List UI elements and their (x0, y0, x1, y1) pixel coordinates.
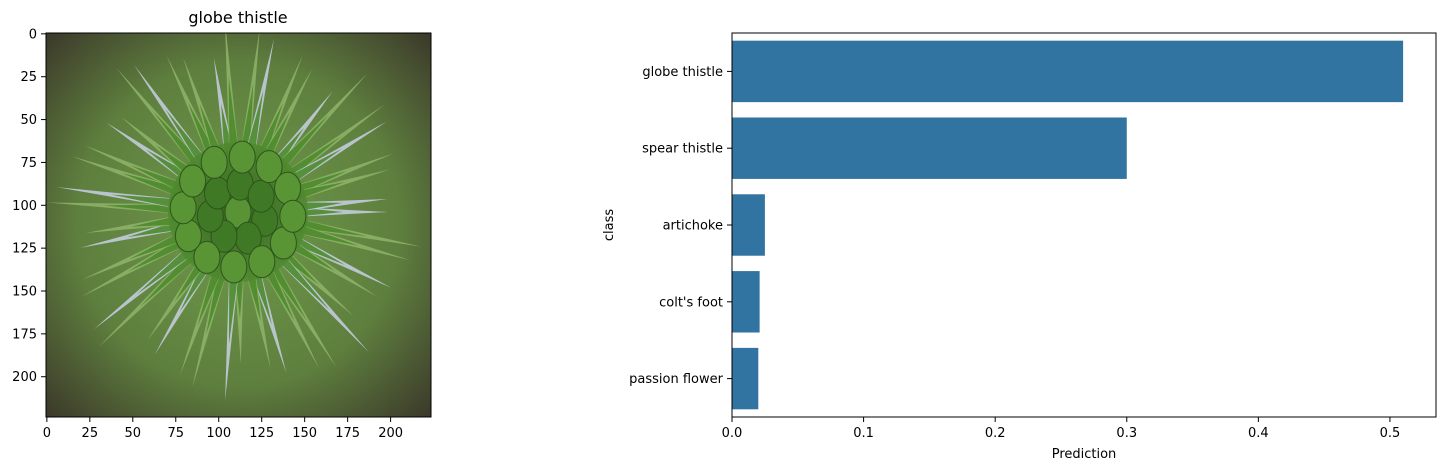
globe-thistle-image (46, 33, 431, 417)
image-y-tick-label: 25 (20, 70, 37, 85)
x-tick-label: 0.2 (985, 426, 1006, 441)
bar-artichoke (732, 194, 765, 256)
image-y-tick-label: 50 (20, 113, 37, 128)
image-y-tick-label: 175 (12, 327, 37, 342)
image-title: globe thistle (188, 8, 287, 27)
x-tick-label: 0.4 (1248, 426, 1269, 441)
category-label: passion flower (629, 372, 723, 387)
category-label: artichoke (663, 219, 723, 234)
bars-group (732, 40, 1404, 410)
image-x-tick-label: 125 (249, 426, 274, 441)
bar-chart: globe thistle spear thistle artichoke colt'… (602, 32, 1437, 462)
bar-globe-thistle (732, 40, 1404, 103)
image-frame (45, 32, 432, 418)
bar-passion-flower (732, 347, 759, 410)
image-x-ticks: 0 25 50 75 100 125 150 175 200 (43, 417, 403, 441)
image-x-tick-label: 100 (206, 426, 231, 441)
x-tick-label: 0.5 (1380, 426, 1401, 441)
category-label: globe thistle (642, 65, 723, 80)
x-tick-label: 0.3 (1116, 426, 1137, 441)
x-axis-label: Prediction (1052, 447, 1117, 462)
image-x-tick-label: 75 (167, 426, 184, 441)
image-y-tick-label: 150 (12, 285, 37, 300)
image-y-tick-label: 75 (20, 156, 37, 171)
image-x-tick-label: 25 (82, 426, 99, 441)
image-x-tick-label: 175 (335, 426, 360, 441)
image-x-tick-label: 0 (43, 426, 51, 441)
category-label: colt's foot (659, 295, 723, 310)
bar-colt-s-foot (732, 271, 760, 333)
y-axis-label: class (602, 209, 617, 241)
image-y-tick-label: 0 (29, 27, 37, 42)
category-labels: globe thistle spear thistle artichoke colt'… (629, 65, 732, 387)
image-x-tick-label: 200 (378, 426, 403, 441)
image-x-tick-label: 50 (125, 426, 142, 441)
x-tick-label: 0.1 (853, 426, 874, 441)
image-y-ticks: 0 25 50 75 100 125 150 175 200 (12, 27, 46, 385)
category-label: spear thistle (642, 142, 723, 157)
image-x-tick-label: 150 (292, 426, 317, 441)
image-panel: globe thistle 0 25 50 75 100 125 150 175 200 0 25… (12, 8, 432, 441)
chart-x-ticks: 0.0 0.1 0.2 0.3 0.4 0.5 (722, 417, 1401, 441)
image-y-tick-label: 200 (12, 370, 37, 385)
bar-spear-thistle (732, 117, 1127, 179)
image-y-tick-label: 125 (12, 242, 37, 257)
image-y-tick-label: 100 (12, 199, 37, 214)
x-tick-label: 0.0 (722, 426, 743, 441)
